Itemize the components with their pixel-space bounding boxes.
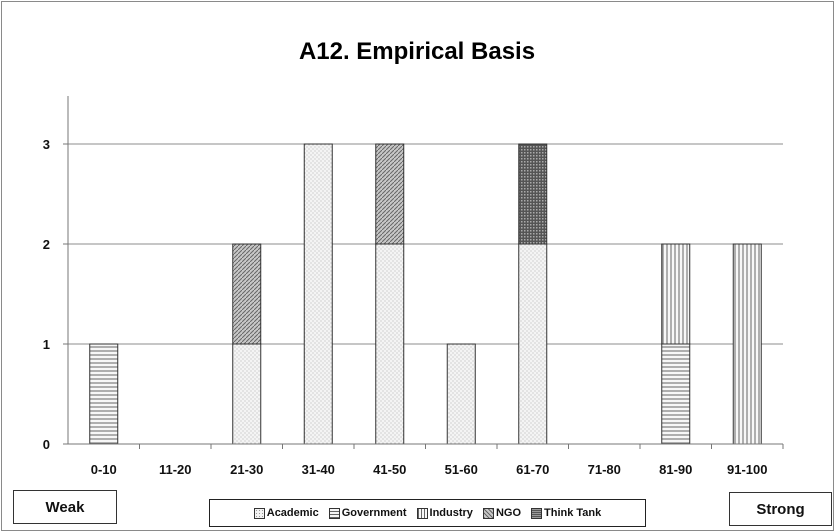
x-tick-label: 91-100	[727, 462, 767, 477]
bar-segment-academic	[446, 343, 476, 445]
y-tick-label: 3	[43, 137, 50, 152]
legend-item-industry: Industry	[416, 507, 473, 519]
legend-label: NGO	[495, 507, 521, 519]
legend-swatch	[531, 507, 542, 519]
chart-title: A12. Empirical Basis	[299, 38, 535, 65]
x-tick-label: 61-70	[516, 462, 549, 477]
x-tick-label: 21-30	[230, 462, 263, 477]
x-tick-label: 81-90	[659, 462, 692, 477]
bar-segment-ngo	[232, 243, 262, 345]
legend-label: Academic	[266, 507, 319, 519]
y-tick-label: 2	[43, 237, 50, 252]
chart-legend: Academic Government Industry NGO Think Tank	[209, 499, 646, 527]
x-tick-label: 11-20	[159, 462, 192, 477]
bar-segment-academic	[303, 143, 333, 445]
legend-swatch	[253, 507, 265, 519]
x-tick-label: 71-80	[588, 462, 621, 477]
bar-segment-government	[89, 343, 119, 445]
legend-item-ngo: NGO	[482, 507, 521, 519]
legend-swatch	[482, 507, 494, 519]
x-tick-label: 31-40	[302, 462, 335, 477]
x-tick-label: 51-60	[445, 462, 478, 477]
x-tick-label: 41-50	[373, 462, 406, 477]
bar-segment-academic	[375, 243, 405, 445]
legend-label: Industry	[429, 507, 473, 519]
bar-segment-academic	[232, 343, 262, 445]
bar-segment-ngo	[375, 143, 405, 245]
bar-segment-industry	[661, 243, 691, 345]
x-tick-label: 0-10	[91, 462, 117, 477]
legend-item-academic: Academic	[253, 507, 319, 519]
bar-segment-academic	[518, 243, 548, 445]
legend-item-think-tank: Think Tank	[531, 507, 601, 519]
legend-item-government: Government	[328, 507, 407, 519]
legend-label: Think Tank	[544, 507, 602, 519]
y-tick-label: 0	[43, 437, 50, 452]
legend-swatch	[328, 507, 340, 519]
y-tick-label: 1	[43, 337, 50, 352]
legend-swatch	[416, 507, 428, 519]
bar-segment-government	[661, 343, 691, 445]
weak-label-box: Weak	[13, 490, 117, 524]
bar-segment-think-tank	[518, 143, 548, 245]
legend-label: Government	[341, 507, 407, 519]
strong-label-box: Strong	[729, 492, 832, 526]
bar-segment-industry	[732, 243, 762, 445]
